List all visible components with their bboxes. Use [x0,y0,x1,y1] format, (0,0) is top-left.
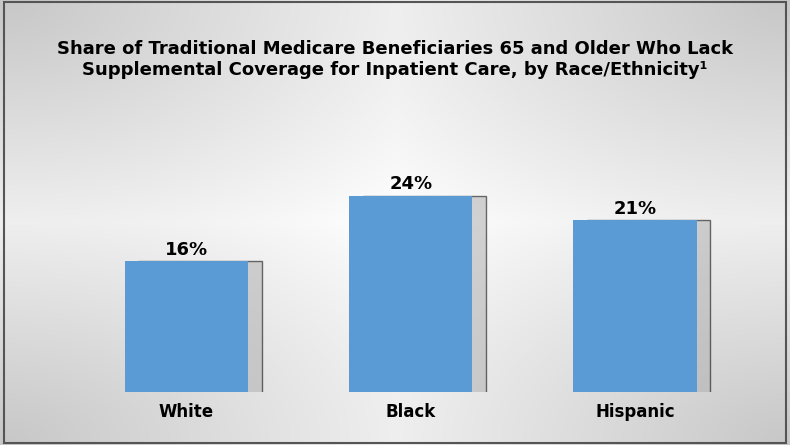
FancyBboxPatch shape [587,220,710,395]
Text: 21%: 21% [614,200,656,218]
Text: 16%: 16% [165,241,208,259]
FancyBboxPatch shape [363,196,486,395]
Text: 24%: 24% [389,175,432,193]
Bar [125,261,248,392]
Bar [349,196,472,392]
FancyBboxPatch shape [138,261,261,395]
Bar [574,220,697,392]
Text: Share of Traditional Medicare Beneficiaries 65 and Older Who Lack
Supplemental C: Share of Traditional Medicare Beneficiar… [57,40,733,79]
